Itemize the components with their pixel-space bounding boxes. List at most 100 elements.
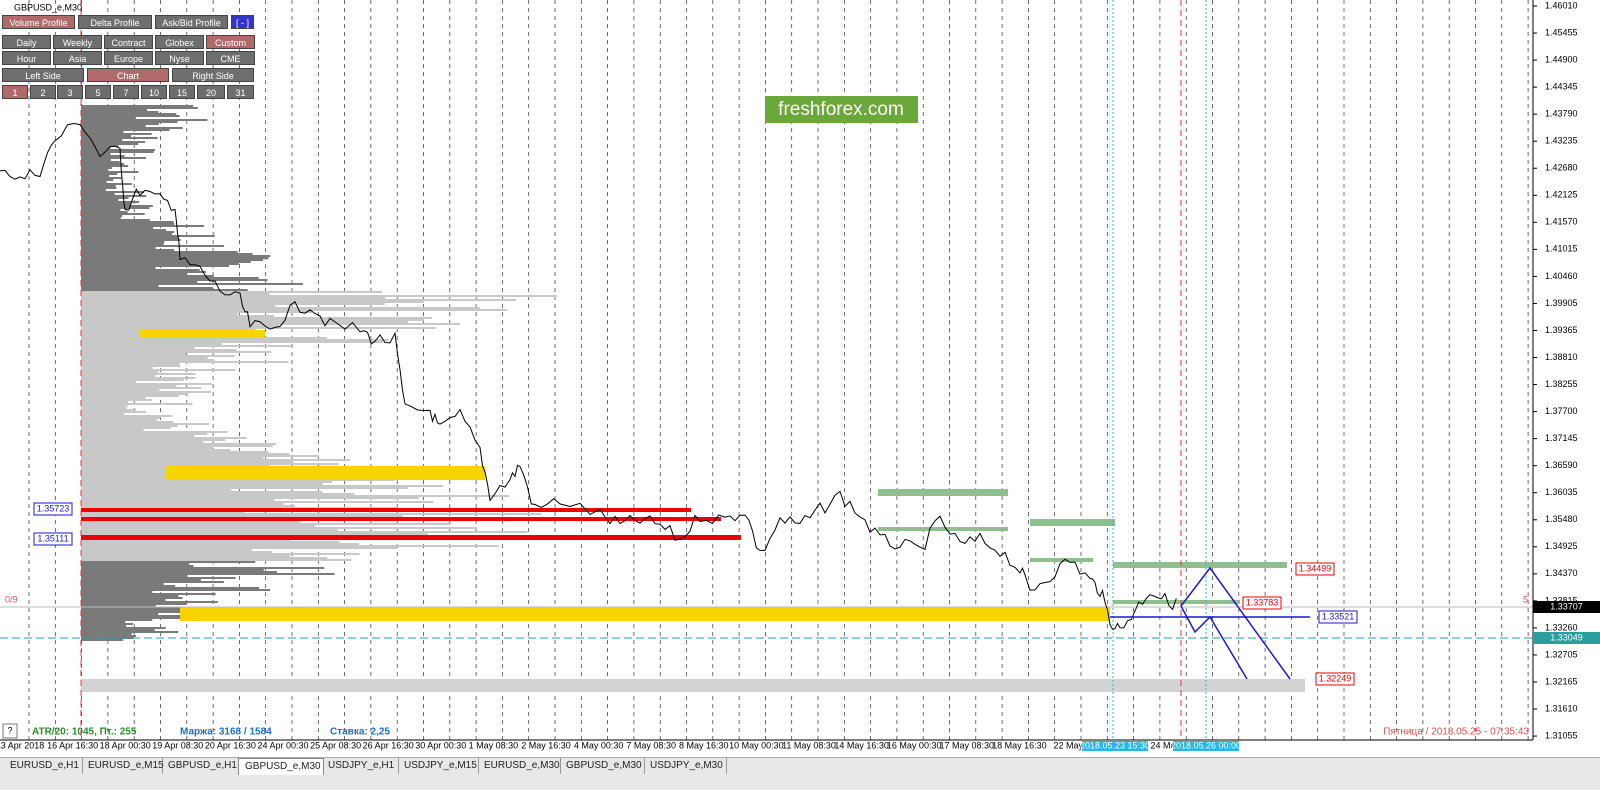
tab[interactable]: USDJPY_e,M15 xyxy=(398,758,479,774)
volume-bar xyxy=(81,563,190,565)
time-label: 20 Apr 16:30 xyxy=(205,740,256,750)
volume-bar xyxy=(81,405,128,407)
panel-button[interactable]: Contract xyxy=(104,35,153,49)
volume-bar xyxy=(81,141,145,143)
volume-bar xyxy=(81,311,313,313)
price-label: 1.31610 xyxy=(1545,703,1578,713)
volume-bar xyxy=(81,287,213,289)
volume-bar xyxy=(81,493,355,495)
price-label: 1.38255 xyxy=(1545,379,1578,389)
volume-bar xyxy=(81,625,127,627)
volume-bar xyxy=(81,223,175,225)
zone xyxy=(81,535,741,540)
volume-bar xyxy=(81,345,292,347)
panel-button[interactable]: 3 xyxy=(57,85,83,99)
tab[interactable]: GBPUSD_e,M30 xyxy=(560,758,645,774)
price-marker-box xyxy=(1242,596,1282,610)
volume-bar xyxy=(81,377,196,379)
volume-bar xyxy=(81,601,218,603)
panel-button[interactable]: 7 xyxy=(113,85,139,99)
volume-bar xyxy=(81,201,140,203)
panel-button[interactable]: Volume Profile xyxy=(2,15,75,29)
volume-bar xyxy=(81,597,183,599)
volume-bar xyxy=(81,237,179,239)
volume-bar xyxy=(81,149,155,151)
volume-bar xyxy=(81,587,260,589)
volume-bar xyxy=(81,373,196,375)
panel-button[interactable]: Weekly xyxy=(53,35,102,49)
volume-bar xyxy=(81,111,159,113)
panel-button[interactable]: Ask/Bid Profile xyxy=(155,15,228,29)
volume-bar xyxy=(81,259,264,261)
tab[interactable]: EURUSD_e,H1 xyxy=(4,758,83,774)
panel-button[interactable]: Chart xyxy=(87,68,169,82)
panel-button[interactable]: Asia xyxy=(53,51,102,65)
volume-bar xyxy=(81,107,198,109)
time-label: 25 Apr 08:30 xyxy=(310,740,361,750)
volume-bar xyxy=(81,523,452,525)
time-label: 30 Apr 00:30 xyxy=(415,740,466,750)
forecast xyxy=(1110,566,1310,680)
volume-bar xyxy=(81,419,157,421)
volume-bar xyxy=(81,615,203,617)
time-label: 1 May 08:30 xyxy=(469,740,519,750)
price-label: 1.36590 xyxy=(1545,460,1578,470)
panel-button[interactable]: Delta Profile xyxy=(78,15,152,29)
volume-bar xyxy=(81,589,271,591)
tab[interactable]: USDJPY_e,H1 xyxy=(322,758,399,774)
time-label: 2 May 16:30 xyxy=(521,740,571,750)
panel-button[interactable]: 2 xyxy=(30,85,56,99)
volume-bar xyxy=(81,579,201,581)
price-marker: 1.35111 xyxy=(37,533,68,543)
tab[interactable]: EURUSD_e,M15 xyxy=(82,758,164,774)
time-label: 8 May 16:30 xyxy=(679,740,729,750)
volume-bar xyxy=(81,623,133,625)
volume-bar xyxy=(81,219,150,221)
volume-bar xyxy=(81,593,216,595)
panel-button[interactable]: 5 xyxy=(85,85,111,99)
panel-button[interactable]: Hour xyxy=(2,51,51,65)
panel-button[interactable]: 15 xyxy=(169,85,195,99)
price-label: 1.39365 xyxy=(1545,325,1578,335)
panel-button[interactable]: Nyse xyxy=(155,51,204,65)
help-button[interactable] xyxy=(2,723,18,739)
panel-button[interactable]: 1 xyxy=(2,85,28,99)
volume-bar xyxy=(81,619,153,621)
time-label: 22 May 0 xyxy=(1053,740,1090,750)
volume-bar xyxy=(81,267,156,269)
tab[interactable]: USDJPY_e,M30 xyxy=(644,758,727,774)
volume-bar xyxy=(81,545,499,547)
volume-bar xyxy=(81,631,179,633)
volume-bar xyxy=(81,125,146,127)
volume-bar xyxy=(81,599,166,601)
panel-button[interactable]: Custom xyxy=(206,35,255,49)
panel-button[interactable]: 20 xyxy=(197,85,225,99)
panel-button[interactable]: [ - ] xyxy=(231,15,254,29)
volume-bar xyxy=(81,409,137,411)
volume-bar xyxy=(81,319,424,321)
panel-button[interactable]: Globex xyxy=(155,35,204,49)
panel-button[interactable]: Right Side xyxy=(172,68,254,82)
panel-button[interactable]: Left Side xyxy=(2,68,84,82)
panel-button[interactable]: CME xyxy=(206,51,255,65)
panel-button[interactable]: 10 xyxy=(141,85,167,99)
volume-bar xyxy=(81,279,268,281)
volume-bar xyxy=(81,609,213,611)
volume-bar xyxy=(81,429,144,431)
price-marker: 1.32249 xyxy=(1319,673,1352,683)
tab[interactable]: GBPUSD_e,M30 xyxy=(238,758,324,775)
panel-button[interactable]: Daily xyxy=(2,35,51,49)
volume-bar xyxy=(81,559,352,561)
panel-button[interactable]: 31 xyxy=(227,85,254,99)
volume-bar xyxy=(81,115,180,117)
volume-bar xyxy=(81,309,508,311)
volume-bar xyxy=(81,113,177,115)
volume-bar xyxy=(81,557,328,559)
time-label: 17 May 08:30 xyxy=(940,740,995,750)
tab[interactable]: GBPUSD_e,H1 xyxy=(162,758,239,774)
panel-button[interactable]: Europe xyxy=(104,51,153,65)
volume-bar xyxy=(81,135,132,137)
chart-title: GBPUSD_e,M30 xyxy=(14,2,82,12)
tab[interactable]: EURUSD_e,M30 xyxy=(478,758,561,774)
time-label: 10 May 00:30 xyxy=(729,740,784,750)
